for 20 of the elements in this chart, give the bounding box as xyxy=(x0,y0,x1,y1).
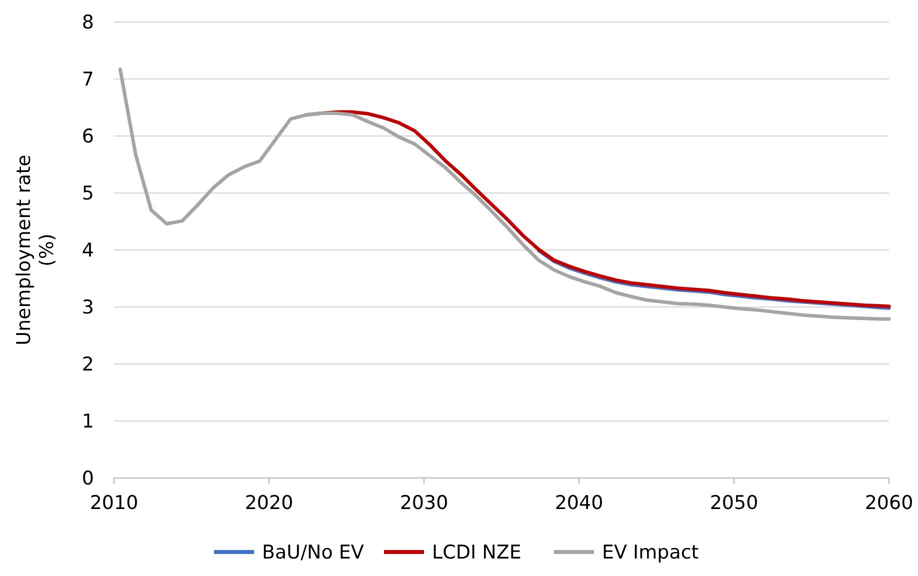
y-tick-label: 7 xyxy=(82,68,94,91)
y-tick-label: 4 xyxy=(82,240,94,262)
y-tick-label: 1 xyxy=(82,410,94,433)
y-tick-label: 3 xyxy=(82,296,94,319)
y-tick-label: 5 xyxy=(82,182,94,205)
y-tick-label: 2 xyxy=(82,354,94,376)
x-tick-label: 2020 xyxy=(244,492,294,514)
x-tick-label: 2060 xyxy=(864,492,914,514)
y-tick-label: 0 xyxy=(82,468,94,490)
y-tick-label: 8 xyxy=(82,12,94,34)
line-series xyxy=(118,68,891,321)
x-tick-label: 2030 xyxy=(400,492,448,514)
x-tick-label: 2050 xyxy=(710,492,758,514)
x-tick-label: 2040 xyxy=(554,492,604,514)
y-axis-title: Unemployment rate (%) xyxy=(13,154,58,346)
legend-label: EV Impact xyxy=(602,542,699,564)
y-tick-label: 6 xyxy=(82,126,94,148)
x-tick-label: 2010 xyxy=(90,492,138,514)
legend-label: LCDI NZE xyxy=(432,542,522,564)
legend-label: BaU/No EV xyxy=(262,542,364,564)
